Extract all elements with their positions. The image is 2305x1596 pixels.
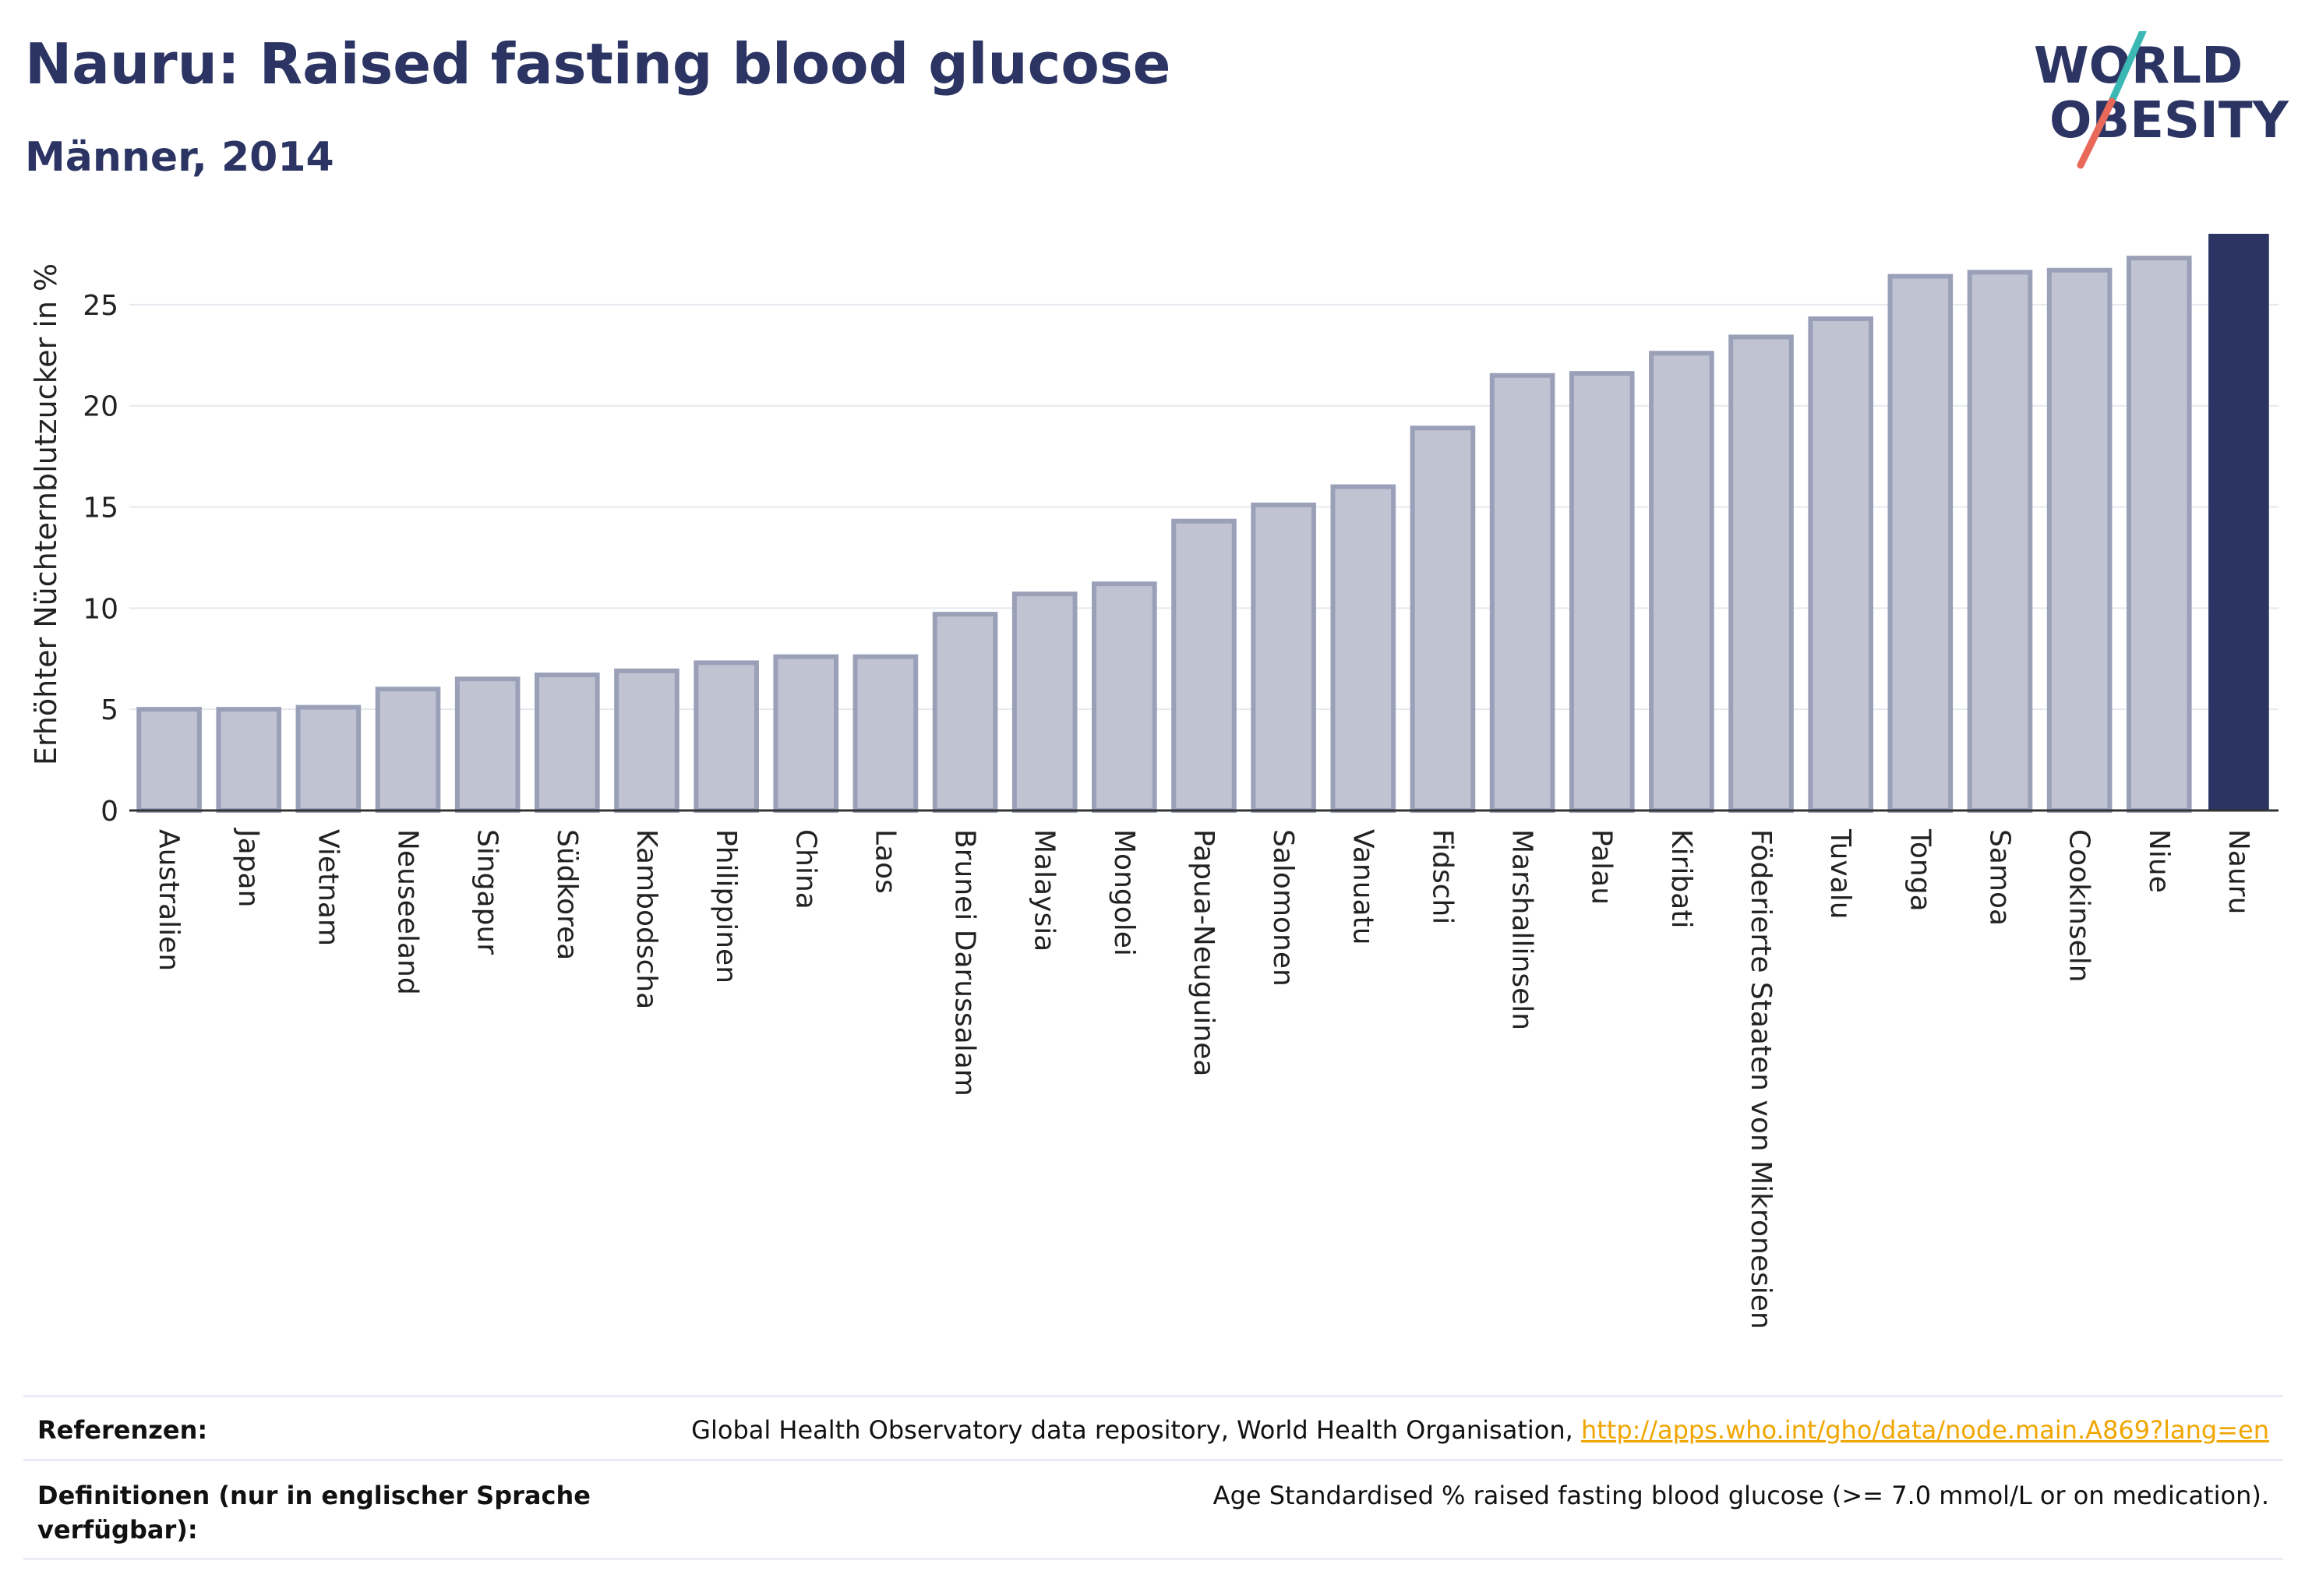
- x-tick-label: Nauru: [2222, 829, 2254, 914]
- bar-kiribati: [1649, 351, 1714, 813]
- bar-tuvalu: [1808, 316, 1874, 814]
- x-tick-label: Palau: [1586, 829, 1618, 905]
- references-row: Referenzen: Global Health Observatory da…: [23, 1395, 2283, 1461]
- bar-chart: 0 5 10 15 20 25 Australien Japan Vietnam Neuseela…: [29, 234, 2279, 1329]
- references-label: Referenzen:: [37, 1415, 208, 1445]
- bar-papua-neuguinea: [1171, 518, 1237, 814]
- bar-neuseeland: [375, 687, 441, 813]
- x-tick-label: Laos: [869, 829, 901, 894]
- x-tick-label: Kambodscha: [630, 829, 662, 1009]
- bar-australien: [136, 707, 202, 813]
- x-tick-label: Japan: [232, 828, 264, 907]
- bar-vanuatu: [1330, 484, 1396, 813]
- definitions-label: Definitionen (nur in englischer Sprache …: [37, 1481, 591, 1545]
- x-tick-label: Südkorea: [551, 829, 583, 960]
- y-tick-label: 5: [101, 694, 118, 726]
- x-tick-label: Malaysia: [1029, 829, 1061, 952]
- x-tick-label: Brunei Darussalam: [949, 829, 981, 1096]
- definitions-row: Definitionen (nur in englischer Sprache …: [23, 1459, 2283, 1560]
- logo-slash-teal: [2108, 31, 2147, 105]
- y-tick-label: 25: [83, 290, 118, 322]
- y-tick-label: 20: [83, 391, 118, 423]
- x-tick-label: Vanuatu: [1347, 829, 1378, 945]
- bar-singapur: [454, 676, 521, 814]
- references-value: Global Health Observatory data repositor…: [691, 1413, 2269, 1447]
- x-tick-label: Singapur: [471, 829, 503, 955]
- bar-cookinseln: [2046, 267, 2113, 814]
- world-obesity-logo: WORLD OBESITY: [2034, 31, 2289, 169]
- x-tick-label: Föderierte Staaten von Mikronesien: [1745, 829, 1777, 1329]
- bar-japan: [216, 707, 282, 813]
- chart-title: Nauru: Raised fasting blood glucose: [25, 31, 1171, 97]
- x-tick-label: Niue: [2143, 829, 2175, 893]
- x-tick-label: Kiribati: [1665, 829, 1697, 928]
- x-tick-label: Fidschi: [1426, 829, 1458, 924]
- bar-s-dkorea: [534, 673, 600, 813]
- y-tick-label: 15: [83, 493, 118, 524]
- bar-malaysia: [1011, 591, 1078, 813]
- logo-slash-red: [2077, 97, 2116, 169]
- bar-philippinen: [694, 660, 759, 813]
- bar-niue: [2126, 256, 2192, 813]
- y-axis-label: Erhöhter Nüchternblutzucker in %: [29, 263, 63, 765]
- bar-f-derierte-staaten-von-mikronesien: [1728, 334, 1794, 813]
- bar-salomonen: [1251, 502, 1316, 813]
- x-tick-label: Salomonen: [1267, 829, 1299, 987]
- x-tick-label: Tuvalu: [1824, 828, 1856, 920]
- definitions-value: Age Standardised % raised fasting blood …: [1213, 1481, 2269, 1510]
- references-link[interactable]: http://apps.who.int/gho/data/node.main.A…: [1580, 1415, 2269, 1445]
- x-tick-label: Samoa: [1983, 829, 2015, 926]
- bar-nauru: [2208, 234, 2269, 810]
- x-tick-label: Mongolei: [1108, 829, 1140, 956]
- bar-fidschi: [1410, 425, 1476, 814]
- y-tick-label: 10: [83, 593, 118, 625]
- x-tick-label: China: [789, 829, 821, 909]
- bar-vietnam: [295, 704, 362, 813]
- bar-marshallinseln: [1489, 373, 1555, 813]
- references-text: Global Health Observatory data repositor…: [691, 1415, 1581, 1445]
- chart-subtitle: Männer, 2014: [25, 134, 334, 181]
- bar-samoa: [1967, 270, 2033, 814]
- bar-tonga: [1887, 274, 1954, 813]
- bar-palau: [1569, 371, 1635, 813]
- bar-laos: [852, 654, 919, 814]
- x-tick-label: Papua-Neuguinea: [1188, 829, 1220, 1076]
- x-tick-label: Neuseeland: [392, 829, 424, 995]
- bar-china: [773, 654, 839, 814]
- bar-brunei-darussalam: [932, 612, 998, 814]
- x-tick-label: Marshallinseln: [1506, 829, 1538, 1030]
- x-tick-label: Vietnam: [312, 829, 344, 946]
- x-tick-label: Tonga: [1904, 828, 1936, 912]
- x-tick-label: Australien: [153, 829, 185, 971]
- bar-kambodscha: [614, 668, 679, 813]
- bar-mongolei: [1092, 581, 1157, 813]
- y-tick-label: 0: [101, 796, 118, 828]
- x-tick-label: Cookinseln: [2063, 829, 2095, 983]
- x-tick-label: Philippinen: [710, 829, 742, 983]
